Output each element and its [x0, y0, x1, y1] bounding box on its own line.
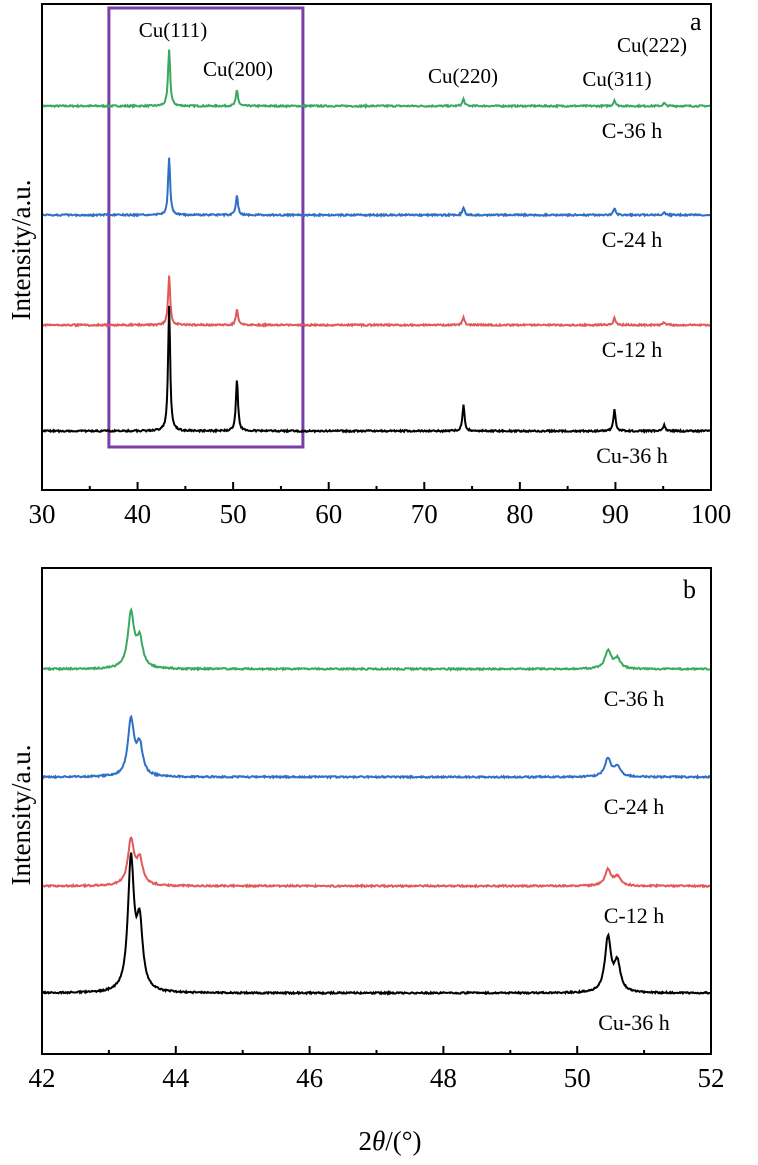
- x-tick-label: 48: [430, 1063, 457, 1093]
- peak-label-cu220: Cu(220): [428, 64, 498, 88]
- series-line-cu-36-h: [41, 305, 712, 435]
- x-ticks-b: 42 44 46 48 50 52: [29, 1046, 725, 1093]
- series-group-b: C-36 h C-24 h C-12 h Cu-36 h: [41, 607, 712, 1035]
- x-tick-label: 40: [124, 499, 151, 529]
- series-label-c-12-h: C-12 h: [602, 337, 663, 362]
- x-tick-label: 50: [220, 499, 247, 529]
- series-label-c-36-h: C-36 h: [602, 118, 663, 143]
- x-tick-label: 100: [691, 499, 732, 529]
- plot-frame-a: [41, 3, 712, 491]
- y-axis-label-a: Intensity/a.u.: [6, 180, 36, 321]
- series-line-c-24-h: [41, 714, 712, 780]
- series-label-cu-36-h: Cu-36 h: [596, 443, 668, 468]
- x-axis-label-b: 2θ/(°): [358, 1126, 421, 1156]
- series-line-c-12-h: [41, 275, 712, 328]
- panel-letter-a: a: [690, 7, 702, 36]
- x-tick-label: 44: [162, 1063, 190, 1093]
- series-group-a: C-36 h C-24 h C-12 h Cu-36 h: [41, 49, 712, 468]
- panel-letter-b: b: [683, 575, 696, 604]
- series-line-c-36-h: [41, 49, 712, 109]
- x-tick-label: 52: [698, 1063, 725, 1093]
- series-line-c-24-h: [41, 157, 712, 218]
- chart-panel-a: Intensity/a.u. C-36 h C-24 h C-12 h Cu-36 h…: [6, 3, 732, 529]
- series-label-c-24-h: C-24 h: [602, 227, 663, 252]
- peak-label-cu111: Cu(111): [139, 18, 207, 42]
- y-axis-label-b: Intensity/a.u.: [6, 745, 36, 886]
- series-line-c-12-h: [41, 836, 712, 889]
- chart-panel-b: Intensity/a.u. C-36 h C-24 h C-12 h Cu-36 h…: [6, 567, 725, 1156]
- x-tick-label: 42: [29, 1063, 56, 1093]
- peak-label-cu311: Cu(311): [582, 67, 651, 91]
- series-label-c-12-h: C-12 h: [604, 903, 665, 928]
- peak-label-cu200: Cu(200): [203, 57, 273, 81]
- x-ticks-a: 30 40 50 60 70 80 90 100: [29, 482, 732, 529]
- x-tick-label: 60: [315, 499, 342, 529]
- x-tick-label: 50: [564, 1063, 591, 1093]
- series-label-c-36-h: C-36 h: [604, 686, 665, 711]
- series-line-cu-36-h: [41, 852, 712, 996]
- series-label-c-24-h: C-24 h: [604, 794, 665, 819]
- x-tick-label: 46: [296, 1063, 323, 1093]
- highlight-box: [107, 6, 305, 449]
- x-tick-label: 90: [602, 499, 629, 529]
- x-tick-label: 80: [506, 499, 533, 529]
- plot-frame-b: [41, 567, 712, 1055]
- peak-label-cu222: Cu(222): [617, 33, 687, 57]
- x-tick-label: 30: [29, 499, 56, 529]
- series-label-cu-36-h: Cu-36 h: [598, 1010, 670, 1035]
- series-line-c-36-h: [41, 607, 712, 672]
- x-tick-label: 70: [411, 499, 438, 529]
- peak-labels-a: Cu(111) Cu(200) Cu(220) Cu(311) Cu(222): [139, 18, 687, 91]
